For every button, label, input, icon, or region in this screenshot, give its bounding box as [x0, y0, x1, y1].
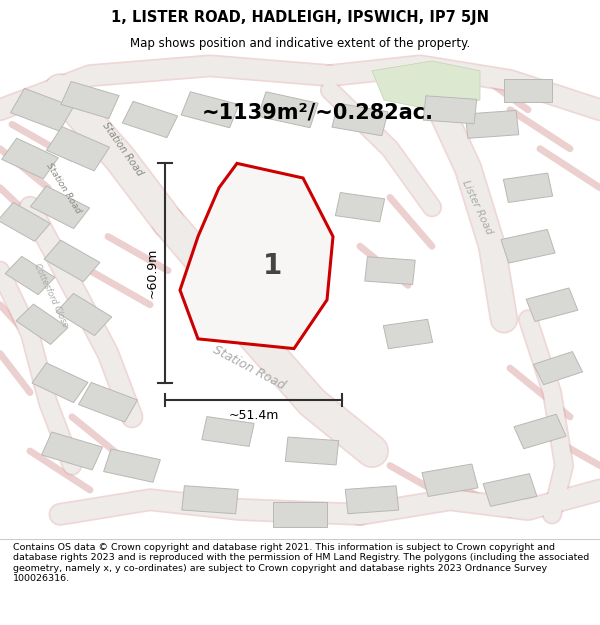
- Text: Station Road: Station Road: [101, 120, 145, 177]
- Polygon shape: [104, 449, 160, 482]
- Polygon shape: [423, 96, 477, 124]
- Polygon shape: [273, 502, 327, 526]
- Polygon shape: [465, 111, 519, 138]
- Text: Lister Road: Lister Road: [460, 179, 494, 236]
- Polygon shape: [503, 173, 553, 203]
- Polygon shape: [79, 382, 137, 422]
- Polygon shape: [56, 293, 112, 336]
- Text: Map shows position and indicative extent of the property.: Map shows position and indicative extent…: [130, 37, 470, 50]
- Polygon shape: [16, 304, 68, 344]
- Polygon shape: [258, 92, 318, 128]
- Polygon shape: [31, 186, 89, 229]
- Polygon shape: [2, 138, 58, 179]
- Polygon shape: [483, 474, 537, 506]
- Polygon shape: [504, 79, 552, 102]
- Polygon shape: [0, 202, 50, 241]
- Polygon shape: [61, 81, 119, 119]
- Polygon shape: [41, 432, 103, 470]
- Text: Cottesford Close: Cottesford Close: [32, 262, 70, 328]
- Text: 1, LISTER ROAD, HADLEIGH, IPSWICH, IP7 5JN: 1, LISTER ROAD, HADLEIGH, IPSWICH, IP7 5…: [111, 10, 489, 25]
- Text: ~51.4m: ~51.4m: [229, 409, 278, 422]
- Text: ~1139m²/~0.282ac.: ~1139m²/~0.282ac.: [202, 102, 434, 122]
- Polygon shape: [365, 257, 415, 284]
- Polygon shape: [182, 486, 238, 514]
- Polygon shape: [514, 414, 566, 449]
- Polygon shape: [332, 103, 388, 136]
- Text: 1: 1: [263, 252, 283, 280]
- Polygon shape: [122, 101, 178, 138]
- Polygon shape: [181, 92, 239, 128]
- Polygon shape: [335, 192, 385, 222]
- Polygon shape: [180, 163, 333, 349]
- Polygon shape: [383, 319, 433, 349]
- Polygon shape: [44, 240, 100, 282]
- Text: Contains OS data © Crown copyright and database right 2021. This information is : Contains OS data © Crown copyright and d…: [13, 543, 589, 583]
- Text: Station Road: Station Road: [211, 344, 287, 392]
- Polygon shape: [372, 61, 480, 110]
- Polygon shape: [345, 486, 399, 514]
- Polygon shape: [11, 88, 73, 131]
- Text: Station Road: Station Road: [44, 161, 82, 214]
- Polygon shape: [32, 363, 88, 403]
- Polygon shape: [533, 352, 583, 384]
- Polygon shape: [202, 417, 254, 446]
- Polygon shape: [46, 127, 110, 171]
- Text: ~60.9m: ~60.9m: [145, 248, 158, 298]
- Polygon shape: [285, 437, 339, 465]
- Polygon shape: [5, 256, 55, 294]
- Polygon shape: [501, 229, 555, 263]
- Polygon shape: [422, 464, 478, 496]
- Polygon shape: [526, 288, 578, 321]
